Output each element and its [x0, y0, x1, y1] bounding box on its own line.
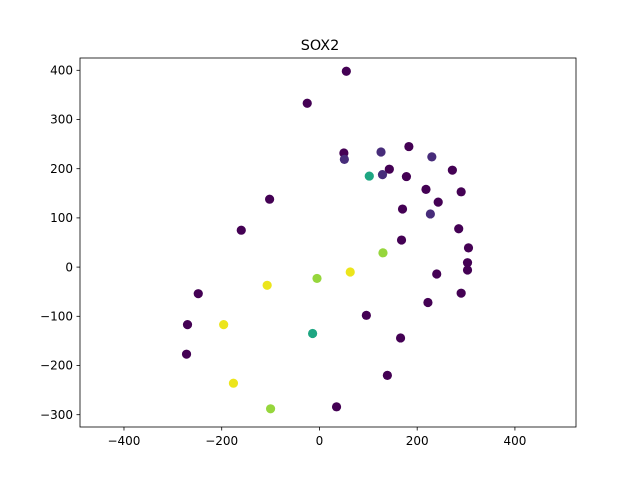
x-tick-label: −400	[107, 434, 140, 448]
y-tick-label: 200	[50, 162, 73, 176]
plot-frame	[79, 57, 577, 428]
scatter-point	[456, 288, 466, 298]
scatter-point	[308, 328, 318, 339]
scatter-point	[433, 197, 443, 207]
scatter-point	[447, 165, 457, 175]
scatter-point	[384, 164, 394, 174]
y-tick-label: 400	[50, 64, 73, 78]
scatter-point	[331, 402, 342, 412]
x-tick-label: 400	[503, 434, 526, 448]
points-layer	[181, 66, 474, 414]
y-tick-label: 100	[50, 211, 73, 225]
scatter-point	[462, 258, 473, 268]
y-tick-label: 0	[65, 260, 73, 274]
scatter-point	[396, 235, 407, 245]
scatter-point	[432, 269, 442, 279]
y-tick-label: −100	[40, 310, 73, 324]
scatter-point	[265, 194, 275, 204]
x-tick-label: 0	[316, 434, 324, 448]
scatter-point	[377, 170, 388, 180]
y-tick-label: 300	[50, 113, 73, 127]
x-tick-label: 200	[406, 434, 429, 448]
scatter-point	[395, 333, 406, 343]
scatter-point	[421, 184, 431, 194]
y-tick-label: −200	[40, 359, 73, 373]
scatter-point	[364, 171, 374, 181]
scatter-point	[427, 152, 437, 162]
scatter-point	[339, 154, 349, 164]
scatter-point	[456, 187, 466, 197]
scatter-point	[463, 243, 474, 253]
scatter-point	[236, 225, 246, 235]
scatter-point	[397, 204, 408, 214]
scatter-point	[219, 320, 229, 330]
scatter-point	[302, 98, 312, 108]
scatter-point	[382, 370, 392, 380]
scatter-point	[423, 297, 433, 308]
scatter-point	[378, 248, 388, 258]
scatter-point	[312, 273, 322, 284]
scatter-point	[181, 349, 192, 359]
scatter-point	[401, 171, 412, 182]
scatter-point	[462, 265, 473, 275]
axes-layer: −400 −200 0 200 400 −300 −200 −100 0 100 200 300 400	[40, 57, 577, 448]
scatter-point	[404, 141, 414, 152]
scatter-point	[341, 66, 351, 76]
x-tick-label: −200	[205, 434, 238, 448]
scatter-point	[454, 224, 464, 234]
y-tick-label: −300	[40, 408, 73, 422]
scatter-point	[376, 147, 386, 157]
scatter-point	[361, 310, 371, 320]
scatter-point	[425, 209, 435, 219]
scatter-point	[265, 404, 276, 414]
scatter-point	[228, 378, 239, 388]
chart-title: SOX2	[301, 38, 340, 54]
scatter-point	[182, 320, 193, 330]
scatter-point	[193, 289, 203, 299]
scatter-point	[262, 280, 272, 290]
scatter-point	[345, 267, 355, 277]
